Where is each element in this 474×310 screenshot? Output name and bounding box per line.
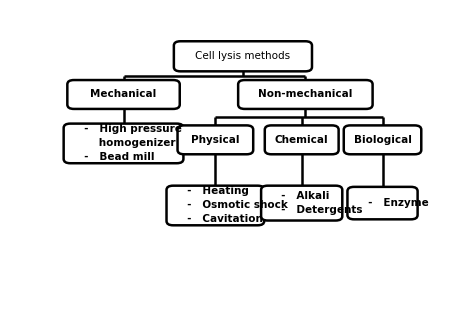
FancyBboxPatch shape xyxy=(67,80,180,109)
Text: Chemical: Chemical xyxy=(275,135,328,145)
FancyBboxPatch shape xyxy=(347,187,418,219)
Text: Cell lysis methods: Cell lysis methods xyxy=(195,51,291,61)
Text: -   Enzyme: - Enzyme xyxy=(361,198,428,208)
FancyBboxPatch shape xyxy=(64,124,183,163)
FancyBboxPatch shape xyxy=(178,126,253,154)
FancyBboxPatch shape xyxy=(174,41,312,71)
FancyBboxPatch shape xyxy=(265,126,338,154)
Text: Biological: Biological xyxy=(354,135,411,145)
FancyBboxPatch shape xyxy=(238,80,373,109)
Text: Mechanical: Mechanical xyxy=(91,90,157,100)
Text: -   Alkali
  -   Detergents: - Alkali - Detergents xyxy=(274,191,363,215)
Text: -   High pressure
      homogenizer
  -   Bead mill: - High pressure homogenizer - Bead mill xyxy=(77,124,182,162)
Text: -   Heating
  -   Osmotic shock
  -   Cavitation: - Heating - Osmotic shock - Cavitation xyxy=(180,187,288,224)
Text: Physical: Physical xyxy=(191,135,240,145)
FancyBboxPatch shape xyxy=(344,126,421,154)
FancyBboxPatch shape xyxy=(166,186,264,225)
FancyBboxPatch shape xyxy=(261,186,342,220)
Text: Non-mechanical: Non-mechanical xyxy=(258,90,353,100)
